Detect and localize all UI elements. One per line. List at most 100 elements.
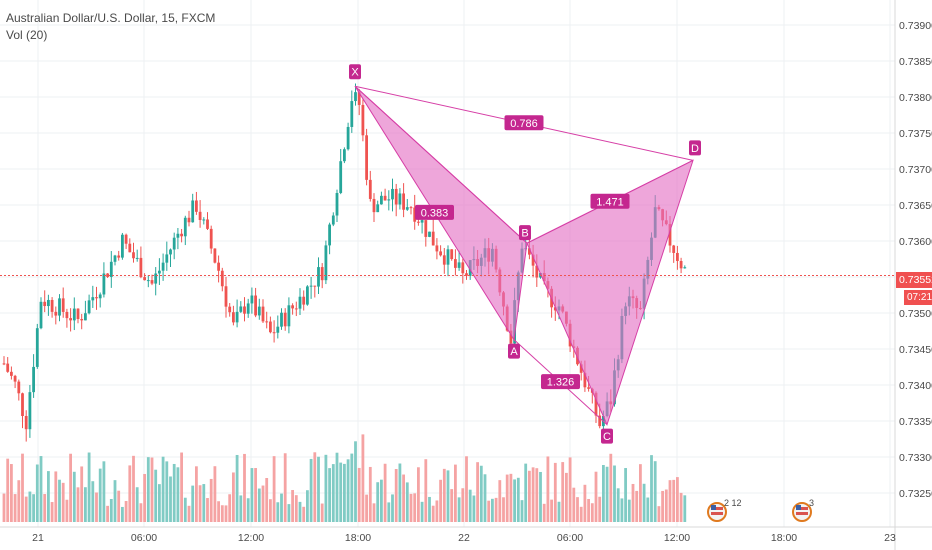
flag-stripe xyxy=(711,507,723,510)
volume-bar xyxy=(402,474,405,522)
symbol-title: Australian Dollar/U.S. Dollar, 15, FXCM xyxy=(6,11,216,25)
pattern-ratio-label: 0.383 xyxy=(421,207,449,219)
candle-body xyxy=(10,371,13,376)
candle-body xyxy=(368,179,372,199)
volume-bar xyxy=(664,489,668,522)
volume-bar xyxy=(250,468,254,522)
time-tick-label: 12:00 xyxy=(664,532,690,544)
volume-bar xyxy=(650,455,653,522)
volume-bar xyxy=(169,476,172,522)
volume-bar xyxy=(309,458,313,522)
candle-body xyxy=(531,254,535,266)
volume-bar xyxy=(146,457,150,522)
candle-body xyxy=(431,231,435,246)
candle-body xyxy=(587,387,590,389)
candle-body xyxy=(668,224,672,246)
candle-body xyxy=(121,234,124,258)
candle-body xyxy=(676,252,679,262)
candle-body xyxy=(317,267,320,287)
volume-bar xyxy=(668,480,672,522)
volume-bar xyxy=(539,471,542,522)
candle-body xyxy=(17,381,21,394)
candle-body xyxy=(254,295,257,316)
candle-body xyxy=(383,195,387,201)
economic-events[interactable]: 2 12 3 xyxy=(707,498,814,522)
volume-bar xyxy=(505,474,509,522)
candle-body xyxy=(679,261,683,269)
volume-bar xyxy=(609,453,613,522)
volume-bar xyxy=(653,461,657,522)
volume-bar xyxy=(158,484,161,522)
volume-bar xyxy=(343,463,346,522)
candle-body xyxy=(54,311,58,316)
volume-bar xyxy=(28,491,32,522)
volume-bar xyxy=(502,497,505,522)
candle-body xyxy=(287,305,291,327)
candle-body xyxy=(439,251,442,256)
candle-body xyxy=(357,92,361,105)
pattern-ratio: 1.471 xyxy=(590,193,630,209)
candle-body xyxy=(291,305,294,309)
candle-body xyxy=(343,149,346,162)
time-axis[interactable]: 21 06:00 12:00 18:00 22 06:00 12:00 18:00 23 xyxy=(32,532,896,544)
volume-bar xyxy=(10,464,13,522)
volume-bar xyxy=(428,496,431,522)
volume-bar xyxy=(631,483,635,522)
candle-body xyxy=(376,204,380,213)
volume-bar xyxy=(616,488,620,522)
volume-bar xyxy=(642,483,646,522)
volume-bar xyxy=(561,462,565,522)
volume-bar xyxy=(35,464,39,522)
volume-bar xyxy=(409,493,413,522)
volume-bar xyxy=(102,461,106,522)
volume-bar xyxy=(602,465,605,522)
volume-indicator-label[interactable]: Vol (20) xyxy=(6,28,48,42)
harmonic-pattern[interactable]: X A B C D 0.786 0.383 1.471 1.326 xyxy=(349,64,701,444)
candle-body xyxy=(324,245,328,281)
volume-bar xyxy=(95,492,98,522)
pattern-point-badge xyxy=(689,140,701,156)
volume-bar xyxy=(491,498,494,522)
volume-bar xyxy=(542,503,546,522)
event-marker: 3 xyxy=(792,498,814,522)
candle-body xyxy=(139,257,143,278)
volume-bar xyxy=(394,469,398,522)
candle-body xyxy=(191,200,195,223)
volume-bar xyxy=(676,477,679,522)
candle-body xyxy=(346,126,350,150)
candle-body xyxy=(146,280,150,282)
volume-bar xyxy=(239,495,243,522)
pattern-point-label: A xyxy=(510,346,518,358)
candle-body xyxy=(65,311,69,319)
volume-bar xyxy=(679,492,683,522)
volume-bar xyxy=(476,462,479,522)
flag-stripe xyxy=(711,512,723,515)
candle-body xyxy=(158,270,161,274)
volume-bar xyxy=(294,495,298,522)
volume-bar xyxy=(535,468,539,522)
volume-bar xyxy=(328,468,331,522)
volume-bar xyxy=(339,462,343,522)
pattern-point-b: B xyxy=(519,225,531,241)
pattern-point-label: B xyxy=(521,228,528,240)
candle-body xyxy=(132,252,135,259)
candle-body xyxy=(58,298,61,316)
candle-body xyxy=(306,286,309,305)
candle-body xyxy=(154,273,158,284)
volume-bar xyxy=(84,487,87,522)
volume-bar xyxy=(228,494,232,522)
candle-body xyxy=(450,249,454,260)
candle-body xyxy=(80,319,84,321)
volume-bar xyxy=(80,466,84,522)
volume-bar xyxy=(405,482,409,522)
volume-bar xyxy=(454,464,457,522)
candle-body xyxy=(309,285,313,287)
volume-bar xyxy=(465,456,468,522)
volume-bar xyxy=(598,496,602,522)
